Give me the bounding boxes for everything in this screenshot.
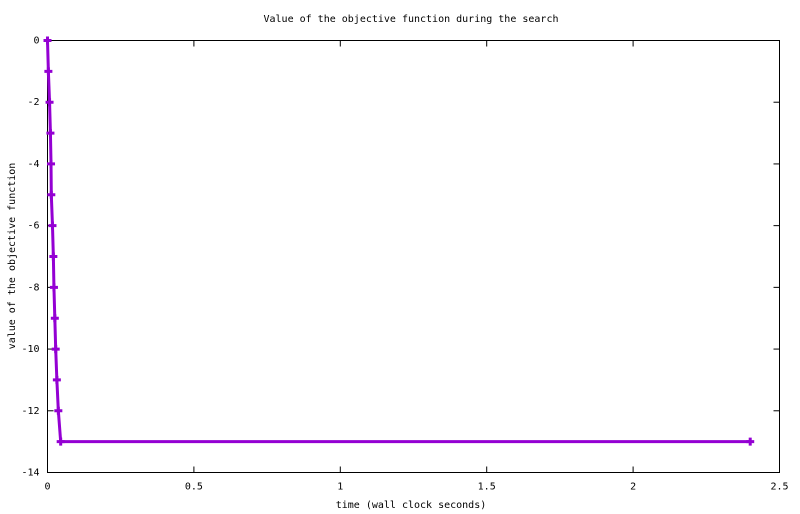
y-axis-label: value of the objective function [7, 163, 18, 350]
chart-title: Value of the objective function during t… [263, 14, 558, 25]
y-tick-label: 0 [33, 36, 39, 47]
point-marker [49, 283, 58, 292]
point-marker [44, 67, 53, 76]
point-marker [746, 437, 755, 446]
y-tick-label: -4 [27, 159, 39, 170]
x-tick-label: 0.5 [185, 482, 203, 493]
y-tick-label: -14 [21, 468, 39, 479]
plot-frame [47, 40, 780, 473]
point-marker [47, 159, 56, 168]
point-marker [52, 375, 61, 384]
y-tick-label: -8 [27, 282, 39, 293]
x-tick-label: 1.5 [478, 482, 496, 493]
point-marker [54, 406, 63, 415]
point-marker [51, 345, 60, 354]
point-marker [48, 221, 57, 230]
point-marker [45, 98, 54, 107]
point-marker [50, 314, 59, 323]
y-tick-label: -6 [27, 221, 39, 232]
x-tick-label: 1 [337, 482, 343, 493]
point-marker [43, 36, 52, 45]
x-axis-label: time (wall clock seconds) [336, 500, 487, 511]
x-tick-label: 2.5 [770, 482, 788, 493]
y-tick-label: -12 [21, 406, 39, 417]
point-marker [49, 252, 58, 261]
x-tick-label: 0 [44, 482, 50, 493]
point-marker [46, 129, 55, 138]
y-tick-label: -2 [27, 97, 39, 108]
point-marker [56, 437, 65, 446]
y-tick-label: -10 [21, 344, 39, 355]
line [46, 40, 751, 444]
point-marker [47, 190, 56, 199]
x-tick-label: 2 [630, 482, 636, 493]
